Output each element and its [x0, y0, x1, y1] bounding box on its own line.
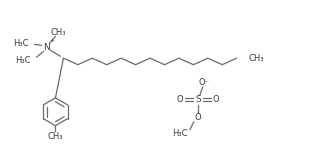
Text: O: O — [194, 113, 201, 122]
Text: H₃C: H₃C — [172, 129, 188, 138]
Text: CH₃: CH₃ — [249, 54, 264, 63]
Text: CH₃: CH₃ — [51, 28, 66, 37]
Text: O: O — [213, 95, 219, 104]
Text: CH₃: CH₃ — [48, 132, 63, 141]
Text: H₃C: H₃C — [13, 39, 29, 48]
Text: N: N — [43, 43, 50, 52]
Text: O⁻: O⁻ — [198, 77, 209, 87]
Text: O: O — [176, 95, 183, 104]
Text: +: + — [49, 38, 54, 43]
Text: H₃C: H₃C — [15, 56, 31, 65]
Text: S: S — [195, 95, 201, 104]
